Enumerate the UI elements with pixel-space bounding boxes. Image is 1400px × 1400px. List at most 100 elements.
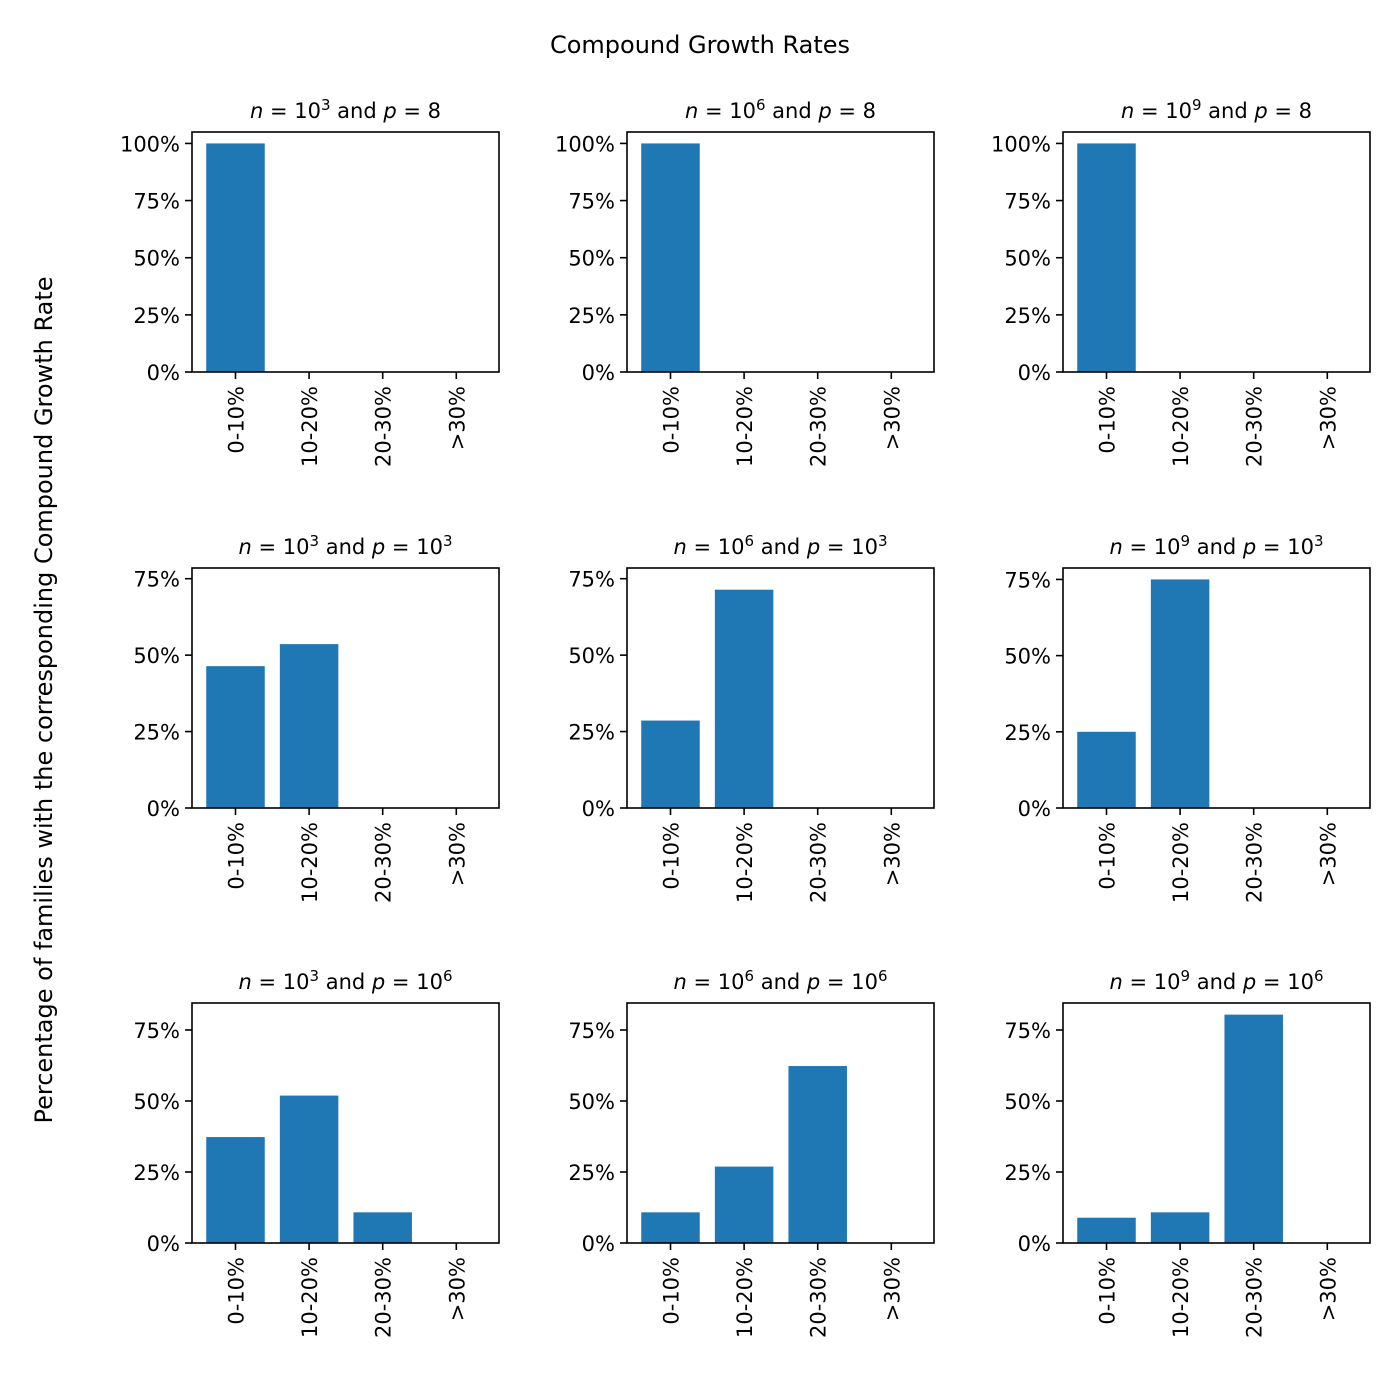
y-tick-label: 100%	[555, 132, 615, 156]
bar-10-20%	[1150, 1212, 1210, 1243]
bar-10-20%	[714, 1166, 774, 1243]
y-tick-label: 75%	[1004, 190, 1051, 214]
y-tick-label: 75%	[1004, 568, 1051, 592]
y-tick-label: 50%	[133, 644, 180, 668]
x-tick-label: 10-20%	[733, 822, 757, 903]
subplot-title: n = 103 and p = 106	[239, 967, 453, 994]
bar-10-20%	[1150, 579, 1210, 808]
x-tick-label: >30%	[1316, 386, 1340, 450]
axes-frame	[626, 131, 935, 373]
y-tick-label: 50%	[568, 1090, 615, 1114]
y-tick-label: 25%	[1004, 1161, 1051, 1185]
x-tick-label: 20-30%	[372, 1257, 396, 1338]
y-tick-label: 50%	[1004, 645, 1051, 669]
x-tick-label: 20-30%	[1243, 822, 1267, 903]
subplot-title: n = 106 and p = 106	[674, 967, 888, 994]
x-tick-label: >30%	[445, 822, 469, 886]
y-tick-label: 0%	[147, 1232, 180, 1256]
y-tick-label: 50%	[133, 247, 180, 271]
x-tick-label: 10-20%	[733, 1257, 757, 1338]
axes-frame	[1062, 567, 1371, 809]
y-tick-label: 75%	[568, 190, 615, 214]
y-tick-label: 50%	[1004, 247, 1051, 271]
x-tick-label: 0-10%	[1096, 386, 1120, 454]
subplot-title: n = 106 and p = 103	[674, 532, 888, 559]
bar-0-10%	[206, 666, 265, 808]
axes-frame	[1062, 131, 1371, 373]
y-tick-label: 75%	[568, 1019, 615, 1043]
y-tick-label: 25%	[568, 1161, 615, 1185]
x-tick-label: 0-10%	[660, 386, 684, 454]
y-tick-label: 0%	[1018, 797, 1051, 821]
x-tick-label: 0-10%	[1096, 822, 1120, 890]
x-tick-label: >30%	[1316, 822, 1340, 886]
axes-frame	[191, 131, 500, 373]
bar-0-10%	[206, 1137, 265, 1243]
subplot-9: n = 109 and p = 106 0% 25% 50% 75% 0-10% 10-20…	[1004, 967, 1371, 1338]
x-tick-label: 10-20%	[298, 1257, 322, 1338]
bar-0-10%	[1077, 731, 1136, 808]
x-tick-label: >30%	[445, 1257, 469, 1321]
bar-0-10%	[1077, 143, 1136, 372]
x-tick-label: >30%	[1316, 1257, 1340, 1321]
subplot-title: n = 103 and p = 103	[239, 532, 453, 559]
x-tick-label: >30%	[880, 386, 904, 450]
x-tick-label: 0-10%	[660, 1257, 684, 1325]
subplot-2: n = 106 and p = 8 0% 25% 50% 75% 100% 0-10% 10-…	[555, 96, 935, 467]
y-tick-label: 0%	[147, 361, 180, 385]
x-tick-label: 10-20%	[1169, 1257, 1193, 1338]
axes-frame	[191, 1002, 500, 1244]
subplot-title: n = 103 and p = 8	[250, 96, 441, 123]
panels: n = 103 and p = 8 0% 25% 50% 75% 100% 0-10% 10-…	[120, 96, 1371, 1338]
x-tick-label: 0-10%	[1096, 1257, 1120, 1325]
y-tick-label: 25%	[133, 1161, 180, 1185]
bar-20-30%	[1224, 1014, 1283, 1243]
bar-10-20%	[279, 1095, 339, 1243]
bar-0-10%	[641, 1212, 700, 1243]
y-tick-label: 0%	[582, 1232, 615, 1256]
x-tick-label: 10-20%	[1169, 386, 1193, 467]
subplot-title: n = 109 and p = 103	[1110, 532, 1324, 559]
x-tick-label: 20-30%	[1243, 386, 1267, 467]
bar-20-30%	[788, 1066, 847, 1243]
x-tick-label: 0-10%	[660, 822, 684, 890]
y-tick-label: 0%	[1018, 1232, 1051, 1256]
y-tick-label: 50%	[568, 644, 615, 668]
figure-suptitle: Compound Growth Rates	[550, 31, 850, 59]
y-tick-label: 75%	[133, 568, 180, 592]
x-tick-label: >30%	[880, 1257, 904, 1321]
x-tick-label: 0-10%	[225, 1257, 249, 1325]
x-tick-label: 20-30%	[372, 822, 396, 903]
y-tick-label: 25%	[133, 721, 180, 745]
subplot-title: n = 109 and p = 106	[1110, 967, 1324, 994]
bar-10-20%	[279, 644, 339, 808]
bar-10-20%	[714, 589, 774, 808]
figure-ylabel: Percentage of families with the correspo…	[30, 277, 58, 1124]
x-tick-label: 0-10%	[225, 386, 249, 454]
x-tick-label: 0-10%	[225, 822, 249, 890]
axes-frame	[626, 1002, 935, 1244]
bar-0-10%	[206, 143, 265, 372]
y-tick-label: 0%	[582, 361, 615, 385]
x-tick-label: 10-20%	[298, 386, 322, 467]
y-tick-label: 25%	[1004, 304, 1051, 328]
x-tick-label: 20-30%	[372, 386, 396, 467]
y-tick-label: 25%	[568, 304, 615, 328]
bar-0-10%	[1077, 1217, 1136, 1243]
x-tick-label: >30%	[445, 386, 469, 450]
x-tick-label: 10-20%	[298, 822, 322, 903]
x-tick-label: 10-20%	[733, 386, 757, 467]
subplot-8: n = 106 and p = 106 0% 25% 50% 75% 0-10% 10-20…	[568, 967, 935, 1338]
x-tick-label: 20-30%	[807, 1257, 831, 1338]
axes-frame	[1062, 1002, 1371, 1244]
x-tick-label: 20-30%	[1243, 1257, 1267, 1338]
y-tick-label: 25%	[568, 721, 615, 745]
y-tick-label: 75%	[1004, 1019, 1051, 1043]
axes-frame	[191, 567, 500, 809]
y-tick-label: 50%	[568, 247, 615, 271]
subplot-3: n = 109 and p = 8 0% 25% 50% 75% 100% 0-10% 10-…	[991, 96, 1371, 467]
y-tick-label: 75%	[568, 568, 615, 592]
subplot-6: n = 109 and p = 103 0% 25% 50% 75% 0-10% 10-20…	[1004, 532, 1371, 903]
y-tick-label: 25%	[133, 304, 180, 328]
